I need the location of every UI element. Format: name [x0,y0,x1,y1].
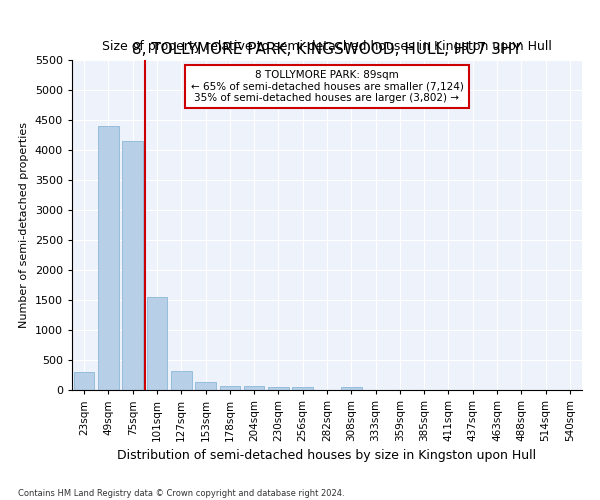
Bar [220,386,240,390]
Title: 8, TOLLYMORE PARK, KINGSWOOD, HULL, HU7 3HY: 8, TOLLYMORE PARK, KINGSWOOD, HULL, HU7 … [132,42,522,58]
Bar [292,387,313,390]
Text: 8 TOLLYMORE PARK: 89sqm
← 65% of semi-detached houses are smaller (7,124)
35% of: 8 TOLLYMORE PARK: 89sqm ← 65% of semi-de… [191,70,463,103]
Bar [74,372,94,390]
Bar [244,386,265,390]
Bar [146,297,167,390]
Bar [341,387,362,390]
Bar [122,141,143,390]
Text: Contains HM Land Registry data © Crown copyright and database right 2024.: Contains HM Land Registry data © Crown c… [18,488,344,498]
Bar [195,382,216,390]
Bar [98,126,119,390]
Text: Size of property relative to semi-detached houses in Kingston upon Hull: Size of property relative to semi-detach… [102,40,552,54]
Bar [171,370,191,390]
X-axis label: Distribution of semi-detached houses by size in Kingston upon Hull: Distribution of semi-detached houses by … [118,450,536,462]
Y-axis label: Number of semi-detached properties: Number of semi-detached properties [19,122,29,328]
Bar [268,386,289,390]
